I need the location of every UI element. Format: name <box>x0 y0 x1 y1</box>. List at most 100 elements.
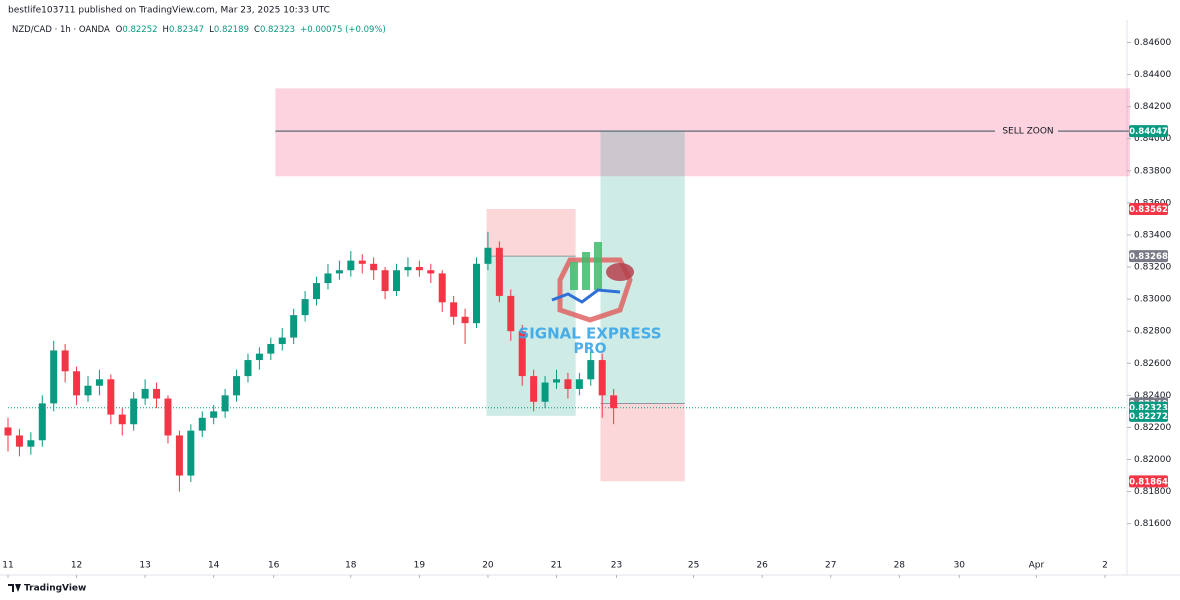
candle-body <box>324 273 332 284</box>
candle-body <box>370 263 378 271</box>
logo: SIGNAL EXPRESS PRO <box>518 242 662 357</box>
candle-body <box>415 267 423 271</box>
y-tick-label: 0.83200 <box>1134 263 1171 273</box>
price-label-bg <box>1129 125 1168 138</box>
price-label: 0.83268 <box>1129 252 1168 262</box>
x-tick-label: 20 <box>482 561 494 571</box>
candle-body <box>301 299 309 316</box>
x-tick-label: 11 <box>2 561 13 571</box>
ohlc-value: 0.82252 <box>122 25 157 35</box>
candle-body <box>564 379 572 389</box>
x-tick-label: 2 <box>1102 561 1108 571</box>
ohlc-value: 0.82323 <box>260 25 295 35</box>
candle-body <box>335 270 343 274</box>
candle-body <box>610 395 618 409</box>
stop-zone <box>600 403 685 482</box>
change: +0.00075 (+0.09%) <box>300 25 386 35</box>
published-line: bestlife103711 published on TradingView.… <box>8 6 330 16</box>
candle-body <box>347 260 355 271</box>
logo-subtitle: PRO <box>574 341 607 357</box>
candle-body <box>553 379 561 383</box>
y-tick-label: 0.82600 <box>1134 359 1171 369</box>
symbol: NZD/CAD · 1h · OANDA <box>12 25 110 35</box>
price-label-bg <box>1129 475 1168 488</box>
price-label-bg <box>1129 250 1168 263</box>
candle-body <box>587 360 595 380</box>
y-tick-label: 0.81800 <box>1134 487 1171 497</box>
ohlc-key: O <box>116 25 123 35</box>
candle-body <box>175 435 183 476</box>
candle-body <box>427 270 435 274</box>
logo-bull <box>606 263 634 281</box>
y-tick-label: 0.84400 <box>1134 70 1171 80</box>
x-tick-label: 13 <box>139 561 150 571</box>
footer-logo <box>8 584 21 592</box>
candle-body <box>530 376 538 402</box>
candle-body <box>404 267 412 271</box>
x-tick-label: 28 <box>894 561 906 571</box>
candle-body <box>598 360 606 396</box>
candle-body <box>118 414 126 425</box>
candle-body <box>95 379 103 386</box>
price-label: 0.82272 <box>1129 412 1168 422</box>
x-tick-label: 21 <box>551 561 562 571</box>
candle-body <box>233 376 241 396</box>
x-tick-label: 25 <box>688 561 699 571</box>
candle-body <box>50 350 58 404</box>
candle-body <box>473 263 481 324</box>
candles <box>4 231 618 492</box>
y-tick-label: 0.84000 <box>1134 134 1171 144</box>
x-tick-label: 30 <box>954 561 966 571</box>
logo-bar <box>594 242 602 290</box>
candle-body <box>438 273 446 303</box>
price-label: 0.84047 <box>1129 127 1168 137</box>
candle-body <box>153 388 161 399</box>
x-tick-label: 27 <box>825 561 836 571</box>
price-label: 0.83562 <box>1129 205 1168 215</box>
x-tick-label: 14 <box>208 561 220 571</box>
x-tick-label: 19 <box>414 561 426 571</box>
logo-title: SIGNAL EXPRESS <box>518 325 661 343</box>
candle-body <box>290 315 298 338</box>
sell-zone-label: SELL ZOON <box>1002 127 1053 137</box>
candle-body <box>244 360 252 377</box>
candle-body <box>278 337 286 345</box>
x-tick-label: 12 <box>71 561 82 571</box>
ohlc-value: 0.82347 <box>169 25 204 35</box>
ohlc-key: H <box>163 25 169 35</box>
candle-body <box>84 385 92 396</box>
sell-zone <box>275 88 1130 177</box>
y-tick-label: 0.83000 <box>1134 295 1171 305</box>
price-label-bg <box>1129 409 1168 422</box>
y-tick-label: 0.83400 <box>1134 230 1171 240</box>
candle-body <box>221 395 229 412</box>
candle-body <box>267 344 275 354</box>
candle-body <box>255 353 263 361</box>
candle-body <box>495 247 503 296</box>
ohlc-value: 0.82189 <box>214 25 249 35</box>
logo-shield <box>557 257 633 323</box>
candle-body <box>484 247 492 264</box>
candle-body <box>4 427 12 436</box>
legend: NZD/CAD · 1h · OANDA O0.82252 H0.82347 L0.8… <box>12 25 386 35</box>
logo-bar <box>570 262 578 290</box>
candle-body <box>164 398 172 436</box>
x-tick-label: 26 <box>756 561 768 571</box>
candle-body <box>518 331 526 377</box>
y-tick-label: 0.82200 <box>1134 423 1171 433</box>
candle-body <box>381 270 389 292</box>
candle-body <box>210 411 218 418</box>
candle-body <box>507 295 515 332</box>
candle-body <box>450 302 458 317</box>
candle-body <box>187 430 195 476</box>
candle-body <box>15 435 23 447</box>
ohlc-key: L <box>209 25 214 35</box>
candle-body <box>198 417 206 431</box>
candle-body <box>27 440 35 447</box>
axes: 0.81600 0.81800 0.82000 0.82200 0.82400 0.826… <box>2 38 1171 578</box>
candle-body <box>73 371 81 396</box>
price-label: 0.82323 <box>1129 404 1168 414</box>
y-tick-label: 0.81600 <box>1134 519 1171 529</box>
